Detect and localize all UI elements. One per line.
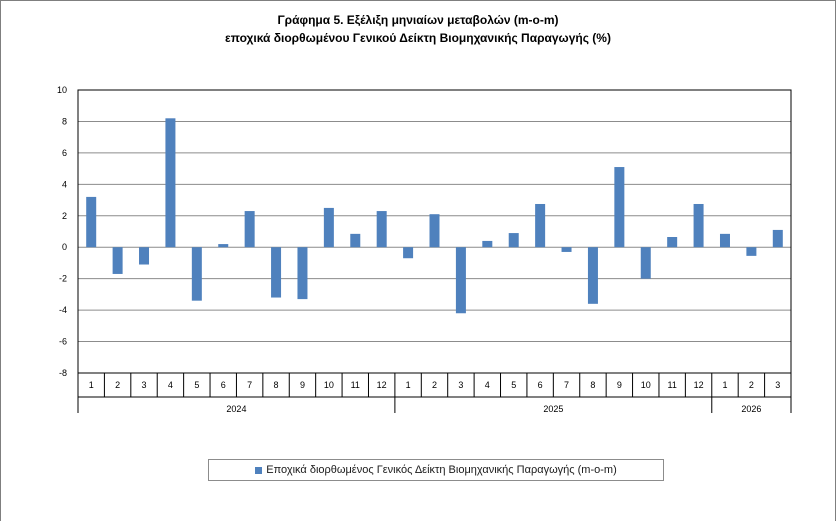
- bar: [667, 237, 678, 248]
- x-tick-label: 2: [432, 380, 437, 390]
- bar: [139, 247, 150, 265]
- x-tick-label: 1: [406, 380, 411, 390]
- y-tick-label: 4: [62, 179, 67, 189]
- y-tick-label: 6: [62, 148, 67, 158]
- bar: [772, 229, 783, 248]
- x-tick-label: 5: [194, 380, 199, 390]
- group-label: 2025: [543, 404, 563, 414]
- bar: [482, 240, 493, 248]
- x-tick-label: 3: [458, 380, 463, 390]
- x-tick-label: 8: [274, 380, 279, 390]
- x-tick-label: 8: [590, 380, 595, 390]
- bar: [86, 196, 97, 248]
- x-tick-label: 9: [300, 380, 305, 390]
- y-tick-label: 8: [62, 116, 67, 126]
- bar: [746, 247, 757, 256]
- y-tick-label: -4: [59, 305, 67, 315]
- y-tick-label: -6: [59, 337, 67, 347]
- bar: [429, 214, 440, 248]
- x-tick-label: 2: [749, 380, 754, 390]
- x-tick-label: 7: [564, 380, 569, 390]
- bar: [403, 247, 414, 259]
- bar: [244, 211, 255, 248]
- x-tick-label: 9: [617, 380, 622, 390]
- x-tick-label: 2: [115, 380, 120, 390]
- x-tick-label: 3: [142, 380, 147, 390]
- group-label: 2026: [741, 404, 761, 414]
- bar: [112, 247, 123, 274]
- bar: [350, 233, 361, 248]
- x-tick-label: 10: [324, 380, 334, 390]
- group-label: 2024: [226, 404, 246, 414]
- x-tick-label: 10: [641, 380, 651, 390]
- bar: [640, 247, 651, 279]
- y-tick-label: -8: [59, 368, 67, 378]
- legend-swatch: [255, 466, 263, 474]
- y-tick-label: 10: [57, 85, 67, 95]
- x-tick-label: 1: [89, 380, 94, 390]
- bar: [587, 247, 598, 304]
- legend-label: Εποχικά διορθωμένος Γενικός Δείκτη Βιομη…: [266, 464, 617, 476]
- x-tick-label: 12: [694, 380, 704, 390]
- chart-legend: Εποχικά διορθωμένος Γενικός Δείκτη Βιομη…: [208, 459, 664, 481]
- y-tick-label: 0: [62, 242, 67, 252]
- bar: [297, 247, 308, 300]
- x-tick-label: 5: [511, 380, 516, 390]
- x-tick-label: 11: [351, 380, 360, 390]
- bar: [218, 244, 229, 248]
- x-tick-label: 1: [722, 380, 727, 390]
- plot-area: [77, 89, 792, 374]
- bar: [455, 247, 466, 314]
- x-tick-label: 7: [247, 380, 252, 390]
- x-tick-label: 6: [538, 380, 543, 390]
- bar: [719, 233, 730, 248]
- bar: [323, 207, 334, 248]
- bar: [614, 167, 625, 248]
- x-tick-label: 4: [168, 380, 173, 390]
- bar: [535, 203, 546, 248]
- bar: [191, 247, 202, 301]
- y-tick-label: -2: [59, 274, 67, 284]
- bar: [165, 118, 176, 248]
- bar: [508, 233, 519, 248]
- x-tick-label: 4: [485, 380, 490, 390]
- x-tick-label: 12: [377, 380, 387, 390]
- bar: [561, 247, 572, 252]
- bar: [376, 211, 387, 248]
- chart-title: Γράφημα 5. Εξέλιξη μηνιαίων μεταβολών (m…: [277, 13, 559, 27]
- x-tick-label: 6: [221, 380, 226, 390]
- bar: [693, 203, 704, 248]
- y-tick-label: 2: [62, 211, 67, 221]
- x-tick-label: 3: [775, 380, 780, 390]
- x-tick-label: 11: [667, 380, 676, 390]
- bar: [271, 247, 282, 298]
- chart-subtitle: εποχικά διορθωμένου Γενικού Δείκτη Βιομη…: [225, 31, 611, 45]
